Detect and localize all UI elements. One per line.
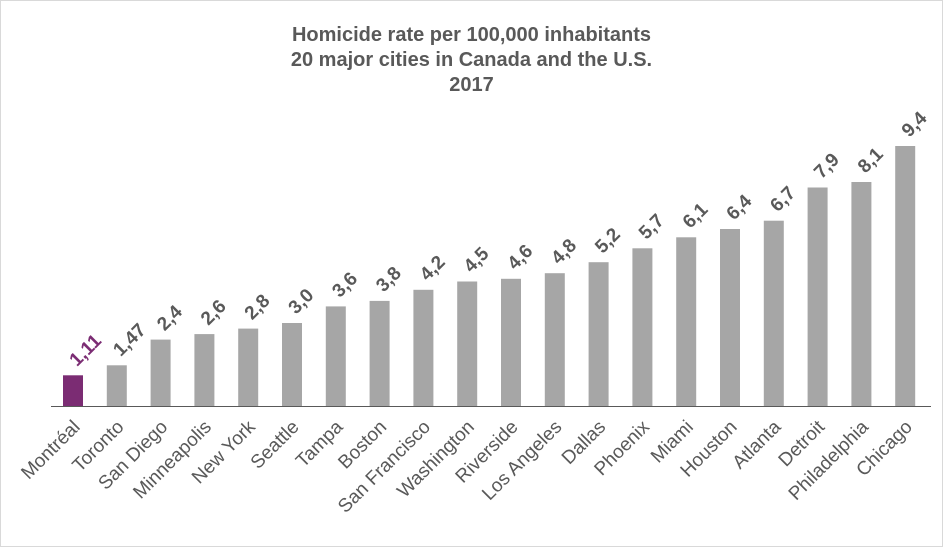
bar	[588, 262, 609, 406]
bar	[895, 146, 916, 406]
data-label: 8,1	[854, 144, 888, 178]
category-label: Montréal	[17, 417, 84, 484]
bar	[106, 365, 127, 406]
data-label: 7,9	[810, 150, 844, 184]
bar	[851, 182, 872, 406]
data-label: 4,8	[547, 235, 581, 269]
bar	[413, 289, 434, 406]
data-label: 1,47	[109, 320, 150, 361]
data-label: 5,2	[591, 224, 625, 258]
bar	[457, 281, 478, 406]
data-label: 2,4	[153, 301, 187, 335]
data-label: 9,4	[898, 108, 932, 142]
category-label: Seattle	[247, 417, 304, 474]
chart-title-line-2: 20 major cities in Canada and the U.S.	[290, 49, 653, 71]
bar	[544, 273, 565, 406]
data-label: 3,6	[328, 268, 362, 302]
data-label: 4,2	[416, 252, 450, 286]
data-label: 3,8	[372, 263, 406, 297]
bar	[807, 187, 828, 406]
data-label: 4,5	[460, 243, 494, 277]
bar	[194, 334, 215, 406]
bar	[369, 300, 390, 406]
bar	[150, 339, 171, 406]
bar	[238, 328, 259, 406]
chart-title: Homicide rate per 100,000 inhabitants 20…	[1, 23, 942, 98]
data-label: 2,8	[241, 291, 275, 325]
bar	[282, 323, 302, 406]
data-label: 6,7	[766, 183, 800, 217]
bar	[501, 278, 521, 406]
data-label: 1,11	[66, 330, 107, 371]
category-label: Atlanta	[729, 416, 786, 473]
chart-title-line-3: 2017	[449, 74, 494, 96]
data-label: 6,1	[679, 199, 713, 233]
data-label: 2,6	[197, 296, 231, 330]
bar	[63, 375, 83, 406]
data-label: 5,7	[635, 210, 669, 244]
data-label: 3,0	[285, 285, 319, 319]
bar	[763, 220, 784, 406]
bar	[325, 306, 346, 406]
bar	[676, 237, 697, 406]
bar	[632, 248, 653, 406]
data-label: 4,6	[504, 241, 538, 275]
bar	[720, 229, 740, 406]
chart-title-line-1: Homicide rate per 100,000 inhabitants	[291, 24, 652, 46]
data-label: 6,4	[723, 191, 757, 225]
